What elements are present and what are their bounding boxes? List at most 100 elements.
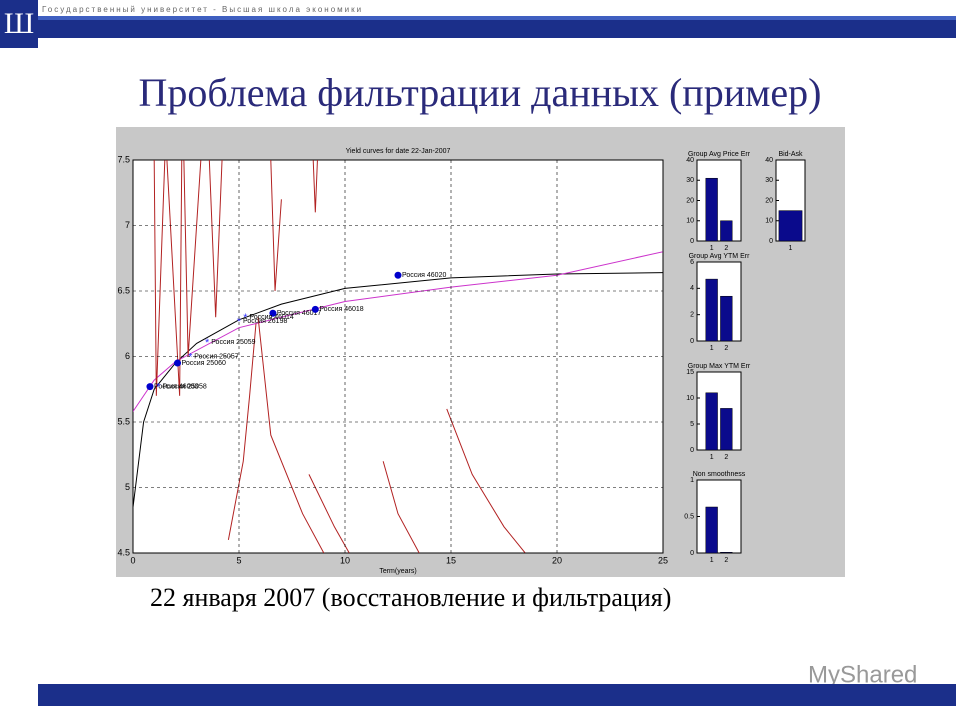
y-tick-label: 6: [125, 351, 130, 361]
point: [146, 383, 154, 391]
y-tick-label: 20: [686, 197, 694, 204]
curve: [208, 160, 223, 318]
y-tick-label: 20: [765, 197, 773, 204]
bottom-bar: [38, 684, 956, 706]
point: [269, 309, 277, 317]
x-tick-label: 1: [789, 245, 793, 252]
y-tick-label: 0.5: [684, 513, 694, 520]
caption: 22 января 2007 (восстановление и фильтра…: [150, 583, 671, 612]
top-bar: [38, 16, 956, 38]
curve: [446, 408, 526, 553]
bar: [720, 295, 733, 342]
y-tick-label: 30: [686, 177, 694, 184]
point: *: [243, 312, 248, 324]
curve: [227, 323, 257, 540]
point-label: Россия 46014: [249, 314, 293, 321]
logo: [0, 0, 38, 48]
x-tick-label: 1: [710, 454, 714, 461]
logo-mark: Ш: [4, 7, 34, 40]
point: *: [237, 316, 242, 328]
y-tick-label: 4.5: [117, 547, 130, 557]
y-tick-label: 4: [690, 285, 694, 292]
x-tick-label: 2: [724, 557, 728, 564]
point-label: Россия 46018: [319, 306, 363, 313]
point-label: Россия 25059: [211, 339, 255, 346]
chart-title: Group Avg Price Err: [688, 151, 751, 158]
point-label: Россия 46017: [277, 310, 321, 317]
y-tick-label: 0: [690, 238, 694, 245]
y-tick-label: 0: [690, 447, 694, 454]
curve: [312, 160, 318, 213]
y-tick-label: 10: [765, 218, 773, 225]
curve: [382, 461, 420, 553]
point: *: [205, 337, 210, 349]
x-tick-label: 1: [710, 345, 714, 352]
y-tick-label: 5.5: [117, 416, 130, 426]
y-tick-label: 15: [686, 369, 694, 376]
y-tick-label: 10: [686, 218, 694, 225]
x-tick-label: 2: [724, 454, 728, 461]
chart-title: Bid-Ask: [778, 151, 803, 158]
y-tick-label: 5: [125, 482, 130, 492]
y-tick-label: 5: [690, 421, 694, 428]
y-tick-label: 7.5: [117, 154, 130, 164]
x-tick-label: 25: [658, 555, 668, 565]
bar: [705, 392, 718, 451]
x-axis-label: Term(years): [379, 568, 416, 575]
axes: [696, 159, 742, 242]
point: [394, 271, 402, 279]
axes: [696, 261, 742, 342]
curve: [308, 474, 350, 553]
point: *: [156, 382, 161, 394]
watermark: MyShared: [808, 661, 917, 688]
curve: [257, 317, 325, 553]
x-tick-label: 0: [130, 555, 135, 565]
bar: [778, 210, 803, 242]
bar: [705, 506, 718, 554]
y-tick-label: 6: [690, 259, 694, 266]
point-label: Россия 46003: [154, 383, 198, 390]
x-tick-label: 10: [340, 555, 350, 565]
x-tick-label: 2: [724, 245, 728, 252]
x-tick-label: 1: [710, 557, 714, 564]
chart-title: Non smoothness: [693, 471, 746, 478]
y-tick-label: 0: [690, 550, 694, 557]
point-label: Россия 26198: [243, 318, 287, 325]
slide-title: Проблема фильтрации данных (пример): [138, 70, 821, 115]
y-tick-label: 2: [690, 312, 694, 319]
x-tick-label: 2: [724, 345, 728, 352]
axes: [696, 479, 742, 554]
y-tick-label: 0: [769, 238, 773, 245]
point: [311, 305, 319, 313]
axes: [696, 371, 742, 451]
point-label: Россия 25058: [162, 383, 206, 390]
point: [174, 359, 182, 367]
y-tick-label: 1: [690, 477, 694, 484]
bar: [720, 408, 733, 451]
top-bar-stripe: [38, 16, 956, 20]
x-tick-label: 1: [710, 245, 714, 252]
bar: [720, 220, 733, 242]
chart-title: Yield curves for date 22-Jan-2007: [346, 148, 451, 155]
x-tick-label: 20: [552, 555, 562, 565]
curve: [133, 251, 663, 412]
bar: [705, 177, 718, 242]
curve: [270, 160, 282, 292]
x-tick-label: 5: [236, 555, 241, 565]
y-tick-label: 10: [686, 395, 694, 402]
point-label: Россия 46020: [402, 272, 446, 279]
y-tick-label: 6.5: [117, 285, 130, 295]
curve: [166, 160, 183, 396]
y-tick-label: 40: [765, 157, 773, 164]
chart-title: Group Avg YTM Err: [689, 253, 750, 260]
y-tick-label: 0: [690, 338, 694, 345]
bar: [720, 552, 733, 554]
curve: [153, 160, 166, 396]
bar: [705, 278, 718, 342]
chart-title: Group Max YTM Err: [688, 363, 751, 370]
y-tick-label: 40: [686, 157, 694, 164]
point: *: [188, 351, 193, 363]
